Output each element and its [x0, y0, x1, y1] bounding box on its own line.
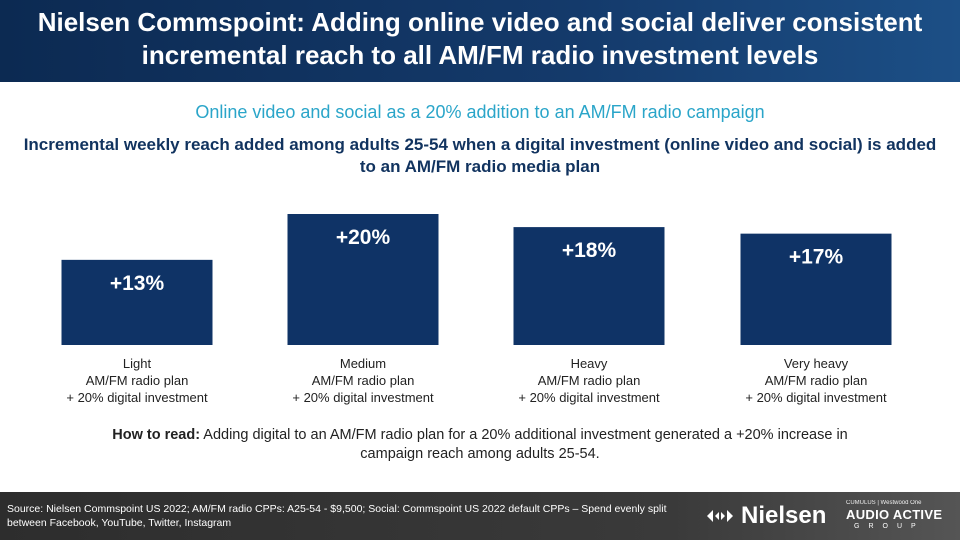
bar-chart: +13% +20% +18% +17%: [61, 214, 892, 345]
source-note: Source: Nielsen Commspoint US 2022; AM/F…: [7, 503, 667, 529]
category-label-3: Heavy AM/FM radio plan + 20% digital inves…: [484, 355, 694, 406]
category-label-line: + 20% digital investment: [518, 390, 660, 405]
category-label-2: Medium AM/FM radio plan + 20% digital inve…: [258, 355, 468, 406]
page-title-line2: incremental reach to all AM/FM radio inv…: [141, 40, 819, 70]
category-label-line: AM/FM radio plan: [85, 373, 189, 388]
nielsen-logo: Nielsen: [705, 502, 826, 530]
nielsen-wordmark: Nielsen: [741, 502, 827, 529]
category-label-line: Very heavy: [783, 356, 849, 371]
bar-value-label-4: +17%: [789, 246, 844, 269]
page-title-line1: Nielsen Commspoint: Adding online video …: [37, 7, 923, 37]
bar-2: [287, 214, 439, 345]
bar-4: [740, 233, 892, 345]
category-label-line: AM/FM radio plan: [537, 373, 641, 388]
category-label-4: Very heavy AM/FM radio plan + 20% digital …: [711, 355, 921, 406]
category-label-line: Heavy: [570, 356, 608, 371]
header-banner: Nielsen Commspoint: Adding online video …: [0, 0, 960, 82]
category-label-line: + 20% digital investment: [292, 390, 434, 405]
category-label-line: Medium: [339, 356, 387, 371]
audio-active-group-logo: CUMULUS | Westwood One AUDIO ACTIVE GROU…: [846, 499, 954, 531]
how-to-read-lead: How to read:: [112, 427, 201, 443]
footer: Source: Nielsen Commspoint US 2022; AM/F…: [0, 492, 960, 540]
category-label-1: Light AM/FM radio plan + 20% digital inves…: [32, 355, 242, 406]
nielsen-mark-icon: [707, 510, 733, 522]
bar-value-label-1: +13%: [110, 272, 165, 295]
how-to-read: How to read: Adding digital to an AM/FM …: [80, 426, 880, 464]
bar-value-label-2: +20%: [336, 226, 391, 249]
bar-3: [513, 227, 665, 345]
category-label-line: AM/FM radio plan: [764, 373, 868, 388]
category-label-line: Light: [122, 356, 152, 371]
category-label-line: + 20% digital investment: [745, 390, 887, 405]
category-label-line: + 20% digital investment: [66, 390, 208, 405]
aag-bottom-text: GROUP: [854, 523, 925, 530]
page-title: Nielsen Commspoint: Adding online video …: [0, 6, 960, 72]
bar-value-label-3: +18%: [562, 239, 617, 262]
chart-subtitle: Online video and social as a 20% additio…: [195, 102, 765, 122]
aag-top-text: CUMULUS | Westwood One: [846, 500, 922, 506]
category-label-line: AM/FM radio plan: [311, 373, 415, 388]
chart-description: Incremental weekly reach added among adu…: [23, 135, 937, 176]
bar-1: [61, 259, 213, 345]
how-to-read-text: Adding digital to an AM/FM radio plan fo…: [200, 427, 848, 462]
aag-main-text: AUDIO ACTIVE: [846, 507, 943, 522]
